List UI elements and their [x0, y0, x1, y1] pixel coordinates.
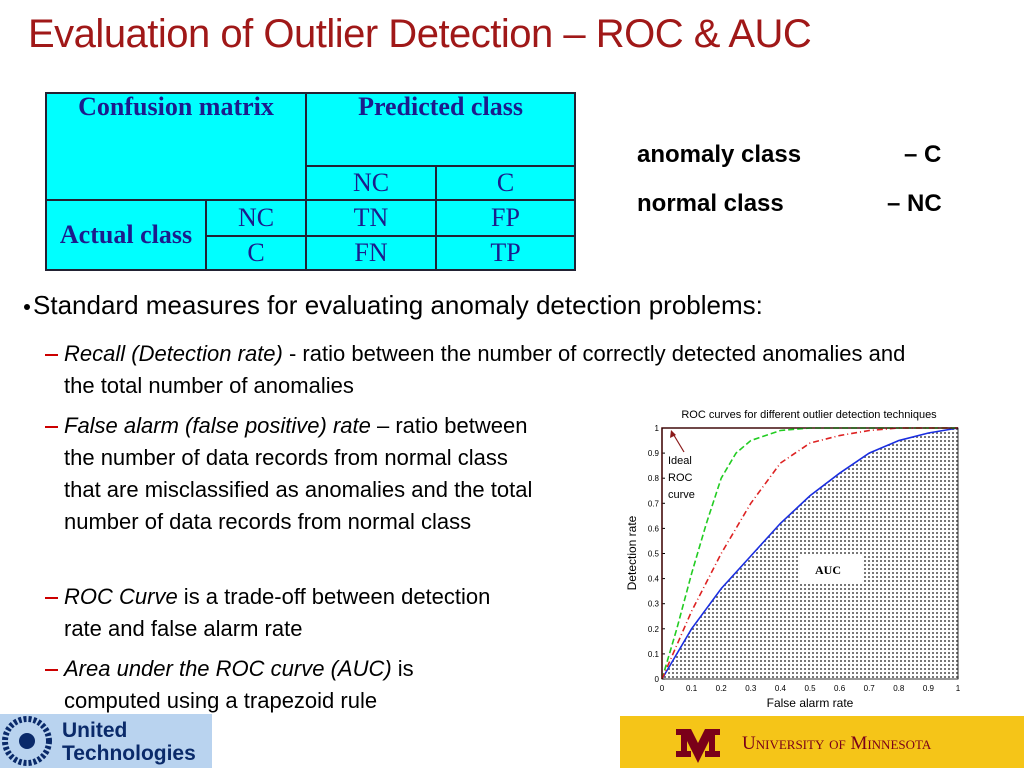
term: Recall (Detection rate) [64, 341, 283, 366]
class-code: – NC [887, 190, 942, 217]
y-tick-label: 0.3 [648, 600, 660, 609]
bullet-text: Standard measures for evaluating anomaly… [33, 290, 763, 320]
y-axis-label: Detection rate [625, 515, 639, 590]
roc-curve [661, 427, 959, 680]
sub-bullet: ROC Curve is a trade-off between detecti… [45, 581, 495, 645]
x-tick-label: 0.9 [923, 684, 935, 693]
auc-box [798, 556, 862, 582]
cell: C [205, 235, 307, 271]
cell: NC [305, 165, 437, 201]
cell: TP [435, 235, 576, 271]
annotation: ROC [668, 472, 693, 484]
term: ROC Curve [64, 584, 178, 609]
x-tick-label: 0.7 [864, 684, 876, 693]
text: – ratio between the number of data recor… [64, 413, 533, 534]
dash [45, 426, 58, 428]
annotation: AUC [815, 563, 841, 577]
term: False alarm (false positive) rate [64, 413, 371, 438]
annotation: curve [668, 489, 695, 501]
confusion-matrix: Confusion matrix Predicted class NC C Actu… [45, 92, 576, 271]
x-tick-label: 0.3 [745, 684, 757, 693]
class-name: anomaly class [637, 141, 802, 168]
y-tick-label: 0.6 [648, 524, 660, 533]
cell: Actual class [45, 199, 207, 271]
text: is computed using a trapezoid rule [64, 656, 414, 713]
x-tick-label: 1 [956, 684, 961, 693]
y-tick-label: 0.4 [648, 575, 660, 584]
cell: C [435, 165, 576, 201]
logo-text: Technologies [62, 742, 196, 765]
x-tick-label: 0.8 [893, 684, 905, 693]
sub-bullet: Recall (Detection rate) - ratio between … [45, 338, 925, 402]
slide-title: Evaluation of Outlier Detection – ROC & … [28, 12, 812, 56]
plot-frame [661, 427, 959, 680]
dash [45, 354, 58, 356]
sub-bullet: Area under the ROC curve (AUC) is comput… [45, 653, 515, 717]
bullet-dot [24, 304, 30, 311]
logo-text: United [62, 719, 127, 742]
y-tick-label: 0.7 [648, 499, 660, 508]
y-tick-label: 0 [655, 675, 660, 684]
x-tick-label: 0.4 [775, 684, 787, 693]
ut-emblem [19, 733, 35, 749]
text: - ratio between the number of correctly … [64, 341, 906, 398]
annotation: Ideal [668, 455, 692, 467]
bullet: Standard measures for evaluating anomaly… [24, 290, 763, 321]
roc-chart: ROC curves for different outlier detecti… [625, 409, 961, 710]
y-tick-label: 0.9 [648, 449, 660, 458]
ut-emblem [2, 716, 52, 766]
cell: TN [305, 199, 437, 237]
text: is a trade-off between detection rate an… [64, 584, 491, 641]
x-tick-label: 0.2 [716, 684, 728, 693]
umn-logo-bg [620, 716, 1024, 768]
roc-curve [661, 427, 958, 680]
term: Area under the ROC curve (AUC) [64, 656, 392, 681]
cell: FN [305, 235, 437, 271]
x-tick-label: 0.5 [804, 684, 816, 693]
y-tick-label: 0.1 [648, 650, 660, 659]
cell: NC [205, 199, 307, 237]
x-tick-label: 0.6 [834, 684, 846, 693]
class-code: – C [904, 141, 942, 168]
cell: FP [435, 199, 576, 237]
cell: Confusion matrix [45, 92, 307, 201]
chart-title: ROC curves for different outlier detecti… [681, 409, 937, 421]
y-tick-label: 0.2 [648, 625, 660, 634]
cell: Predicted class [305, 92, 576, 167]
class-name: normal class [637, 190, 784, 217]
x-tick-label: 0.1 [686, 684, 698, 693]
x-axis-label: False alarm rate [767, 696, 854, 710]
annotation-arrow-head [670, 430, 676, 438]
y-tick-label: 0.5 [648, 550, 660, 559]
logo-text: University of Minnesota [742, 733, 932, 754]
y-tick-label: 0.8 [648, 474, 660, 483]
sub-bullet: False alarm (false positive) rate – rati… [45, 410, 545, 538]
x-tick-label: 0 [660, 684, 665, 693]
umn-m [676, 729, 720, 763]
auc-area [662, 428, 958, 679]
dash [45, 669, 58, 671]
dash [45, 597, 58, 599]
y-tick-label: 1 [655, 424, 660, 433]
